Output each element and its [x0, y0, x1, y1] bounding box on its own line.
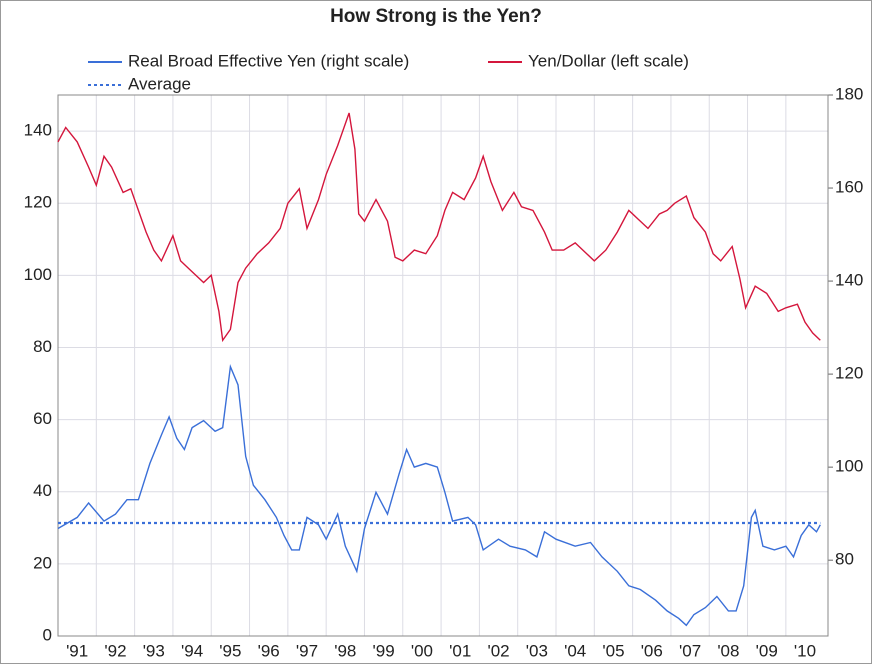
x-tick-label: '06: [641, 641, 663, 660]
y-tick-label: 0: [43, 625, 52, 644]
x-tick-label: '03: [526, 641, 548, 660]
y-tick-label: 100: [24, 265, 52, 284]
x-tick-label: '04: [564, 641, 586, 660]
x-tick-label: '91: [66, 641, 88, 660]
x-tick-label: '05: [602, 641, 624, 660]
x-tick-label: '09: [756, 641, 778, 660]
x-tick-label: '95: [219, 641, 241, 660]
x-tick-label: '93: [143, 641, 165, 660]
series-line: [57, 364, 821, 627]
y-tick-label: 60: [33, 409, 52, 428]
x-tick-label: '98: [334, 641, 356, 660]
y-tick-label: 80: [33, 337, 52, 356]
y-tick-label: 140: [24, 121, 52, 140]
x-tick-label: '96: [258, 641, 280, 660]
legend-label: Average: [128, 74, 191, 93]
legend-label: Yen/Dollar (left scale): [528, 51, 689, 70]
x-tick-label: '00: [411, 641, 433, 660]
y2-tick-label: 160: [835, 178, 863, 197]
y-tick-label: 40: [33, 481, 52, 500]
x-tick-label: '02: [487, 641, 509, 660]
y2-tick-label: 80: [835, 550, 854, 569]
y2-tick-label: 140: [835, 271, 863, 290]
x-tick-label: '08: [717, 641, 739, 660]
x-tick-label: '01: [449, 641, 471, 660]
y2-tick-label: 180: [835, 84, 863, 103]
chart-title: How Strong is the Yen?: [330, 6, 542, 27]
series-line: [57, 112, 821, 343]
x-tick-label: '92: [104, 641, 126, 660]
y-tick-label: 20: [33, 553, 52, 572]
legend-label: Real Broad Effective Yen (right scale): [128, 51, 409, 70]
x-tick-label: '10: [794, 641, 816, 660]
y-tick-label: 120: [24, 193, 52, 212]
x-tick-label: '97: [296, 641, 318, 660]
x-tick-label: '07: [679, 641, 701, 660]
x-tick-label: '94: [181, 641, 203, 660]
plot-area: [57, 94, 829, 637]
x-tick-label: '99: [373, 641, 395, 660]
y2-tick-label: 120: [835, 364, 863, 383]
y2-tick-label: 100: [835, 457, 863, 476]
